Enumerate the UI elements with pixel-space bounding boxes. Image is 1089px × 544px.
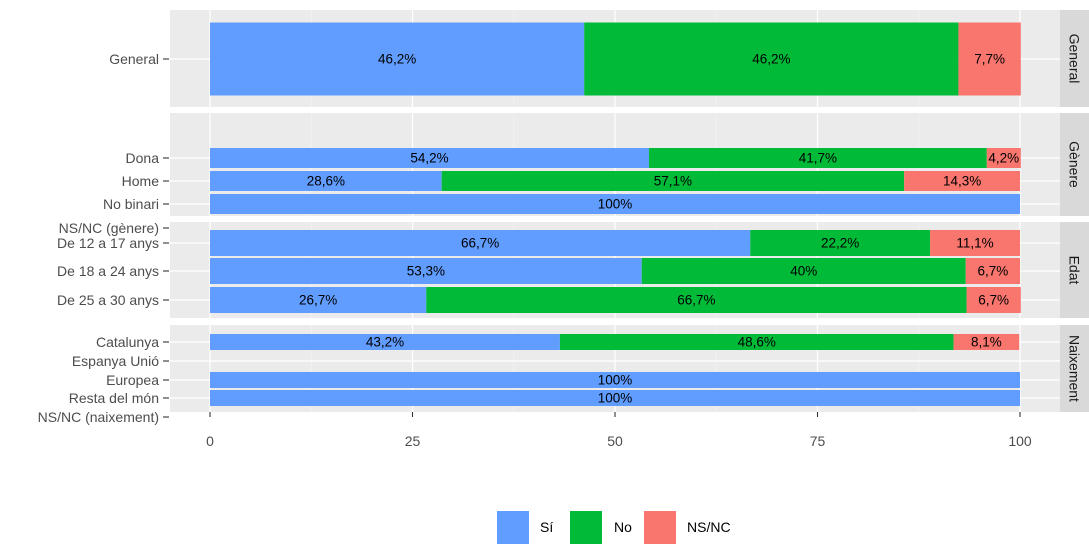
bar-segment-si (210, 258, 642, 284)
bar-segment-si (210, 390, 1020, 406)
bar-segment-nsnc (958, 22, 1021, 96)
facet-strip-label: Gènere (1067, 141, 1083, 188)
data-label: 46,2% (378, 52, 416, 67)
bar-segment-no (750, 230, 931, 256)
facet-strip (1060, 325, 1089, 412)
facet-strip-label: General (1067, 34, 1083, 84)
legend-label: No (614, 519, 632, 535)
bar-segment-no (441, 171, 905, 191)
legend-key-si (497, 511, 529, 544)
bar-segment-no (641, 258, 966, 284)
data-label: 7,7% (974, 52, 1005, 67)
data-label: 22,2% (821, 236, 859, 251)
data-label: 6,7% (978, 293, 1009, 308)
data-label: 48,6% (738, 335, 776, 350)
category-label: De 12 a 17 anys (57, 235, 159, 251)
category-label: No binari (103, 196, 159, 212)
bar-segment-si (210, 22, 585, 96)
data-label: 43,2% (366, 335, 404, 350)
category-label: De 25 a 30 anys (57, 292, 159, 308)
category-label: Home (122, 173, 160, 189)
bar-segment-si (210, 372, 1020, 388)
category-label: Dona (126, 150, 160, 166)
x-tick-label: 100 (1008, 433, 1032, 449)
data-label: 14,3% (943, 174, 981, 189)
bar-segment-no (426, 287, 967, 313)
bar-segment-si (210, 171, 442, 191)
data-label: 28,6% (307, 174, 345, 189)
bar-segment-nsnc (986, 148, 1021, 168)
category-label: Espanya Unió (72, 353, 159, 369)
bar-segment-no (559, 334, 954, 350)
data-label: 8,1% (971, 335, 1002, 350)
data-label: 66,7% (677, 293, 715, 308)
data-label: 53,3% (407, 264, 445, 279)
facet-strip (1060, 10, 1089, 107)
bar-segment-nsnc (930, 230, 1020, 256)
bar-segment-no (584, 22, 959, 96)
category-label: Europea (106, 372, 159, 388)
data-label: 100% (598, 391, 633, 406)
bar-segment-si (210, 287, 427, 313)
facet-strip-label: Naixement (1067, 335, 1083, 402)
data-label: 26,7% (299, 293, 337, 308)
data-label: 66,7% (461, 236, 499, 251)
x-tick-label: 25 (405, 433, 421, 449)
data-label: 100% (598, 373, 633, 388)
data-label: 6,7% (977, 264, 1008, 279)
facet-strip (1060, 113, 1089, 216)
category-label: NS/NC (naixement) (38, 409, 159, 425)
category-label: Resta del món (69, 390, 159, 406)
legend-key-no (570, 511, 602, 544)
category-label: Catalunya (96, 334, 159, 350)
bar-segment-nsnc (953, 334, 1020, 350)
bar-segment-no (649, 148, 987, 168)
x-tick-label: 75 (810, 433, 826, 449)
bar-segment-si (210, 194, 1020, 214)
data-label: 41,7% (799, 151, 837, 166)
data-label: 4,2% (988, 151, 1019, 166)
data-label: 46,2% (752, 52, 790, 67)
x-tick-label: 50 (607, 433, 623, 449)
bar-segment-si (210, 230, 751, 256)
bar-segment-nsnc (966, 287, 1021, 313)
bar-segment-nsnc (904, 171, 1020, 191)
data-label: 100% (598, 197, 633, 212)
facet-strip-label: Edat (1067, 256, 1083, 285)
bar-segment-si (210, 148, 650, 168)
category-label: NS/NC (gènere) (59, 220, 159, 236)
facet-strip (1060, 222, 1089, 318)
legend-key-nsnc (644, 511, 676, 544)
bar-segment-si (210, 334, 560, 350)
data-label: 40% (790, 264, 817, 279)
legend-label: NS/NC (687, 519, 731, 535)
bar-segment-nsnc (965, 258, 1020, 284)
data-label: 54,2% (410, 151, 448, 166)
data-label: 11,1% (956, 236, 993, 251)
category-label: De 18 a 24 anys (57, 263, 159, 279)
category-label: General (109, 51, 159, 67)
data-label: 57,1% (654, 174, 692, 189)
legend-label: Sí (540, 519, 553, 535)
x-tick-label: 0 (206, 433, 214, 449)
